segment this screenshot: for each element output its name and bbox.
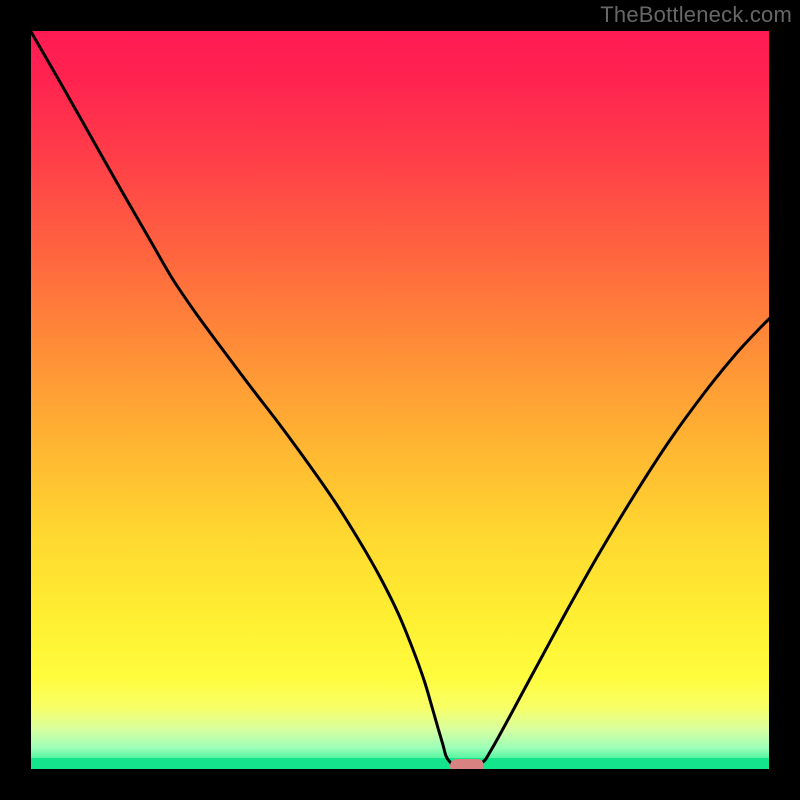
plot-background-gradient — [30, 30, 770, 770]
attribution-label: TheBottleneck.com — [600, 2, 792, 28]
plot-bottom-band — [30, 758, 770, 770]
chart-container: TheBottleneck.com — [0, 0, 800, 800]
bottleneck-curve-chart — [0, 0, 800, 800]
